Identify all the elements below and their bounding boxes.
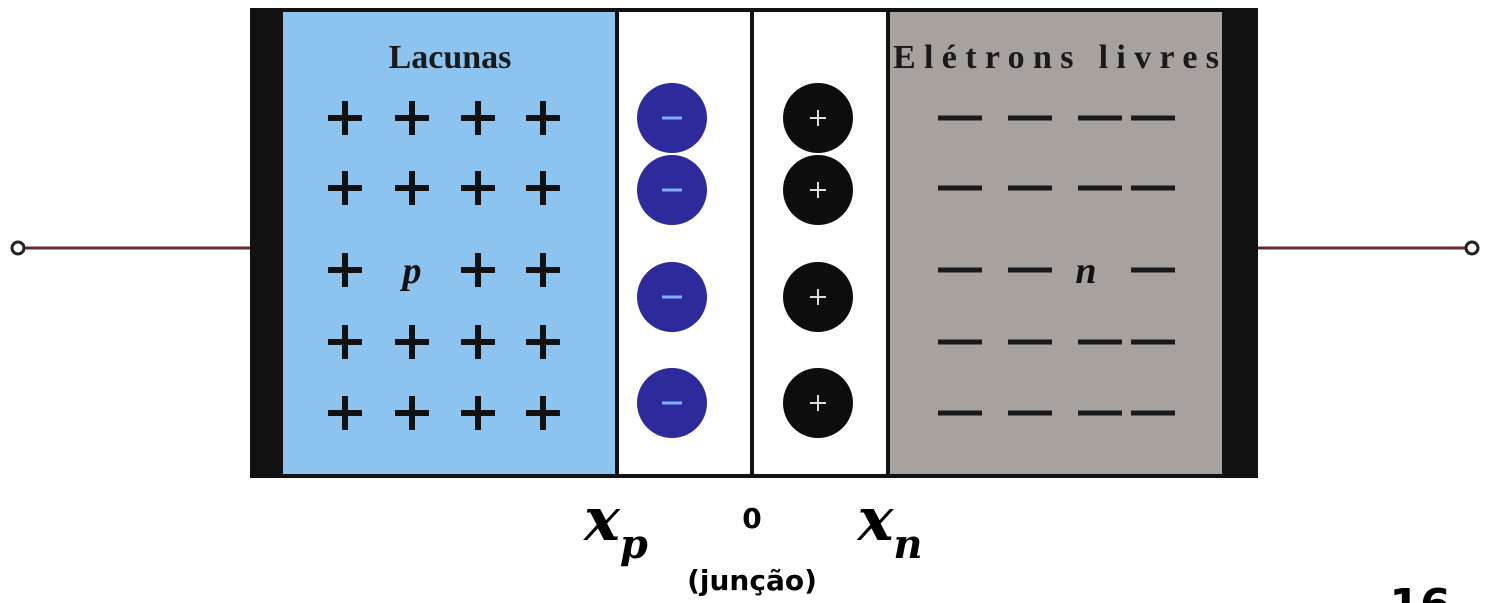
page: Lacunas Elétrons livres p n xp 0 (junção…: [0, 0, 1490, 603]
p-title: Lacunas: [389, 39, 512, 76]
xp-label: xp: [582, 485, 648, 568]
diagram: Lacunas Elétrons livres p n xp 0 (junção…: [0, 0, 1490, 603]
p-region: [283, 12, 615, 474]
n-region: [890, 12, 1222, 474]
junction-label: (junção): [687, 564, 817, 597]
right-terminal: [1466, 242, 1478, 254]
left-terminal: [12, 242, 24, 254]
zero-label: 0: [742, 502, 761, 535]
n-label: n: [1075, 250, 1096, 292]
page-number: 16: [1389, 580, 1450, 603]
xn-label: xn: [856, 485, 923, 568]
p-label: p: [400, 250, 422, 292]
